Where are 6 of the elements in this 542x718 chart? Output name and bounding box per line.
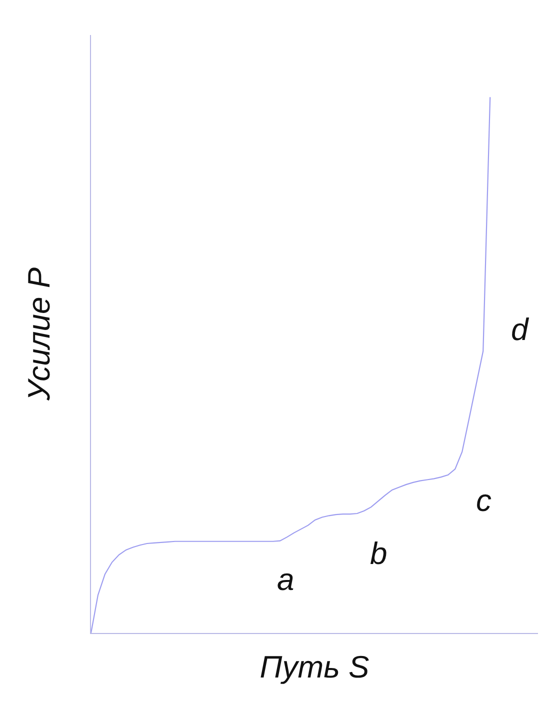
y-axis-title: Усилие P xyxy=(22,267,57,402)
annotation: c xyxy=(476,483,492,518)
text: d xyxy=(511,312,530,347)
x-axis-title: Путь S xyxy=(260,649,370,684)
annotation: b xyxy=(370,536,388,571)
annotation: a xyxy=(277,562,294,597)
